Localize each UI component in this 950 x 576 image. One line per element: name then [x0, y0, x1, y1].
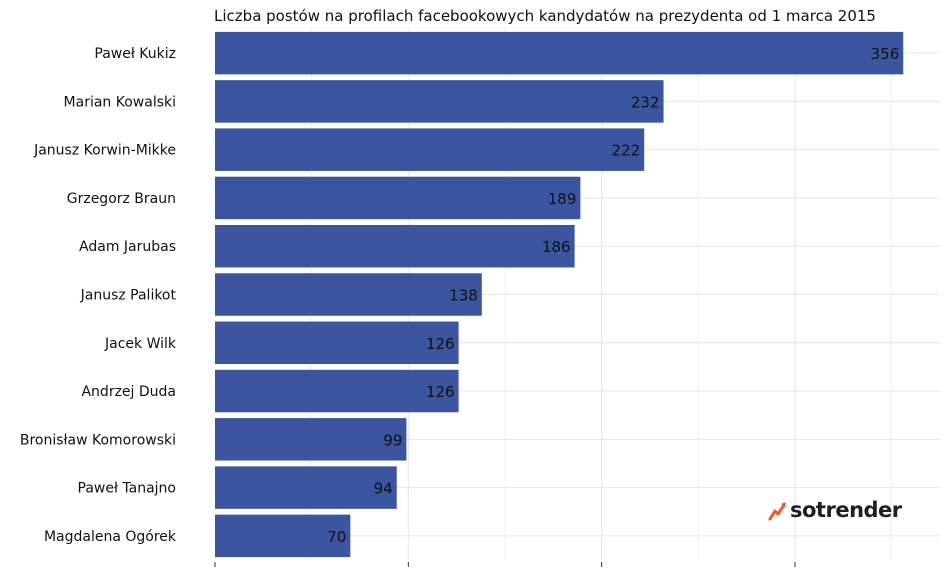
category-label: Paweł Kukiz	[94, 46, 176, 62]
category-label: Paweł Tanajno	[78, 481, 176, 497]
data-label: 99	[383, 431, 402, 449]
category-label: Adam Jarubas	[79, 239, 176, 255]
data-label: 186	[542, 238, 571, 256]
data-label: 222	[612, 142, 641, 160]
bar	[215, 128, 645, 171]
category-label: Jacek Wilk	[104, 336, 177, 352]
bar	[215, 369, 459, 413]
data-label: 232	[631, 93, 660, 111]
sotrender-logo-text: sotrender	[790, 498, 902, 522]
category-label: Marian Kowalski	[64, 94, 176, 110]
data-label: 126	[426, 335, 455, 353]
bar	[215, 80, 664, 123]
bar	[215, 321, 459, 365]
category-label: Janusz Palikot	[80, 288, 177, 304]
data-label: 189	[548, 190, 577, 208]
sotrender-logo-icon	[768, 502, 786, 521]
data-label: 94	[374, 480, 393, 498]
chart-title: Liczba postów na profilach facebookowych…	[214, 7, 876, 25]
bar	[215, 514, 351, 558]
data-label: 138	[449, 287, 478, 305]
bar	[215, 224, 575, 268]
category-label: Andrzej Duda	[81, 384, 176, 400]
sotrender-logo: sotrender	[768, 496, 902, 524]
bar	[215, 273, 482, 316]
category-label: Magdalena Ogórek	[44, 529, 177, 545]
data-label: 126	[426, 383, 455, 401]
data-label: 70	[327, 528, 346, 546]
category-label: Janusz Korwin-Mikke	[33, 143, 176, 159]
data-label: 356	[871, 45, 900, 63]
category-label: Grzegorz Braun	[67, 191, 176, 207]
bar	[215, 31, 904, 75]
bar	[215, 466, 397, 509]
category-label: Bronisław Komorowski	[20, 432, 176, 448]
bar	[215, 418, 407, 461]
bar	[215, 176, 581, 220]
